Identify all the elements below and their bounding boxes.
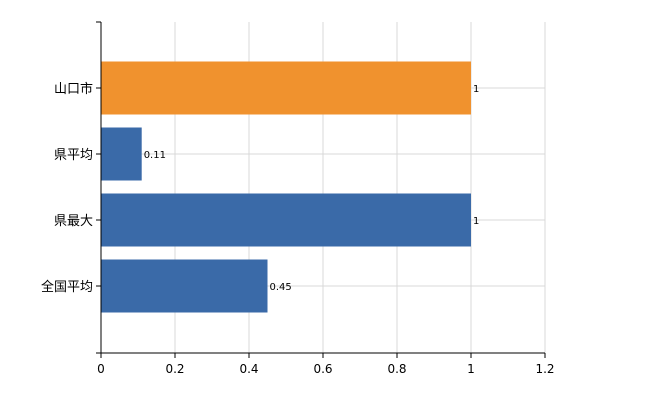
bar [101,61,471,115]
data-label: 0.11 [144,150,166,161]
data-label: 0.45 [270,282,292,293]
y-tick-label: 県平均 [54,148,93,163]
bar [101,193,471,247]
x-tick-label: 0.4 [239,362,258,376]
data-label: 1 [473,84,479,95]
bar [101,127,142,181]
bars-group [101,61,471,313]
y-tick-label: 県最大 [54,214,93,229]
x-tick-label: 0.6 [313,362,332,376]
x-tick-label: 0.8 [387,362,406,376]
x-tick-label: 1.2 [535,362,554,376]
data-labels-group: 1 0.11 1 0.45 [144,84,480,293]
y-tick-label: 山口市 [54,81,93,97]
y-tick-label: 全国平均 [41,279,93,295]
x-tick-label: 1 [467,362,475,376]
bar [101,259,268,313]
data-label: 1 [473,216,479,227]
x-tick-label: 0.2 [165,362,184,376]
x-tick-label: 0 [97,362,105,376]
